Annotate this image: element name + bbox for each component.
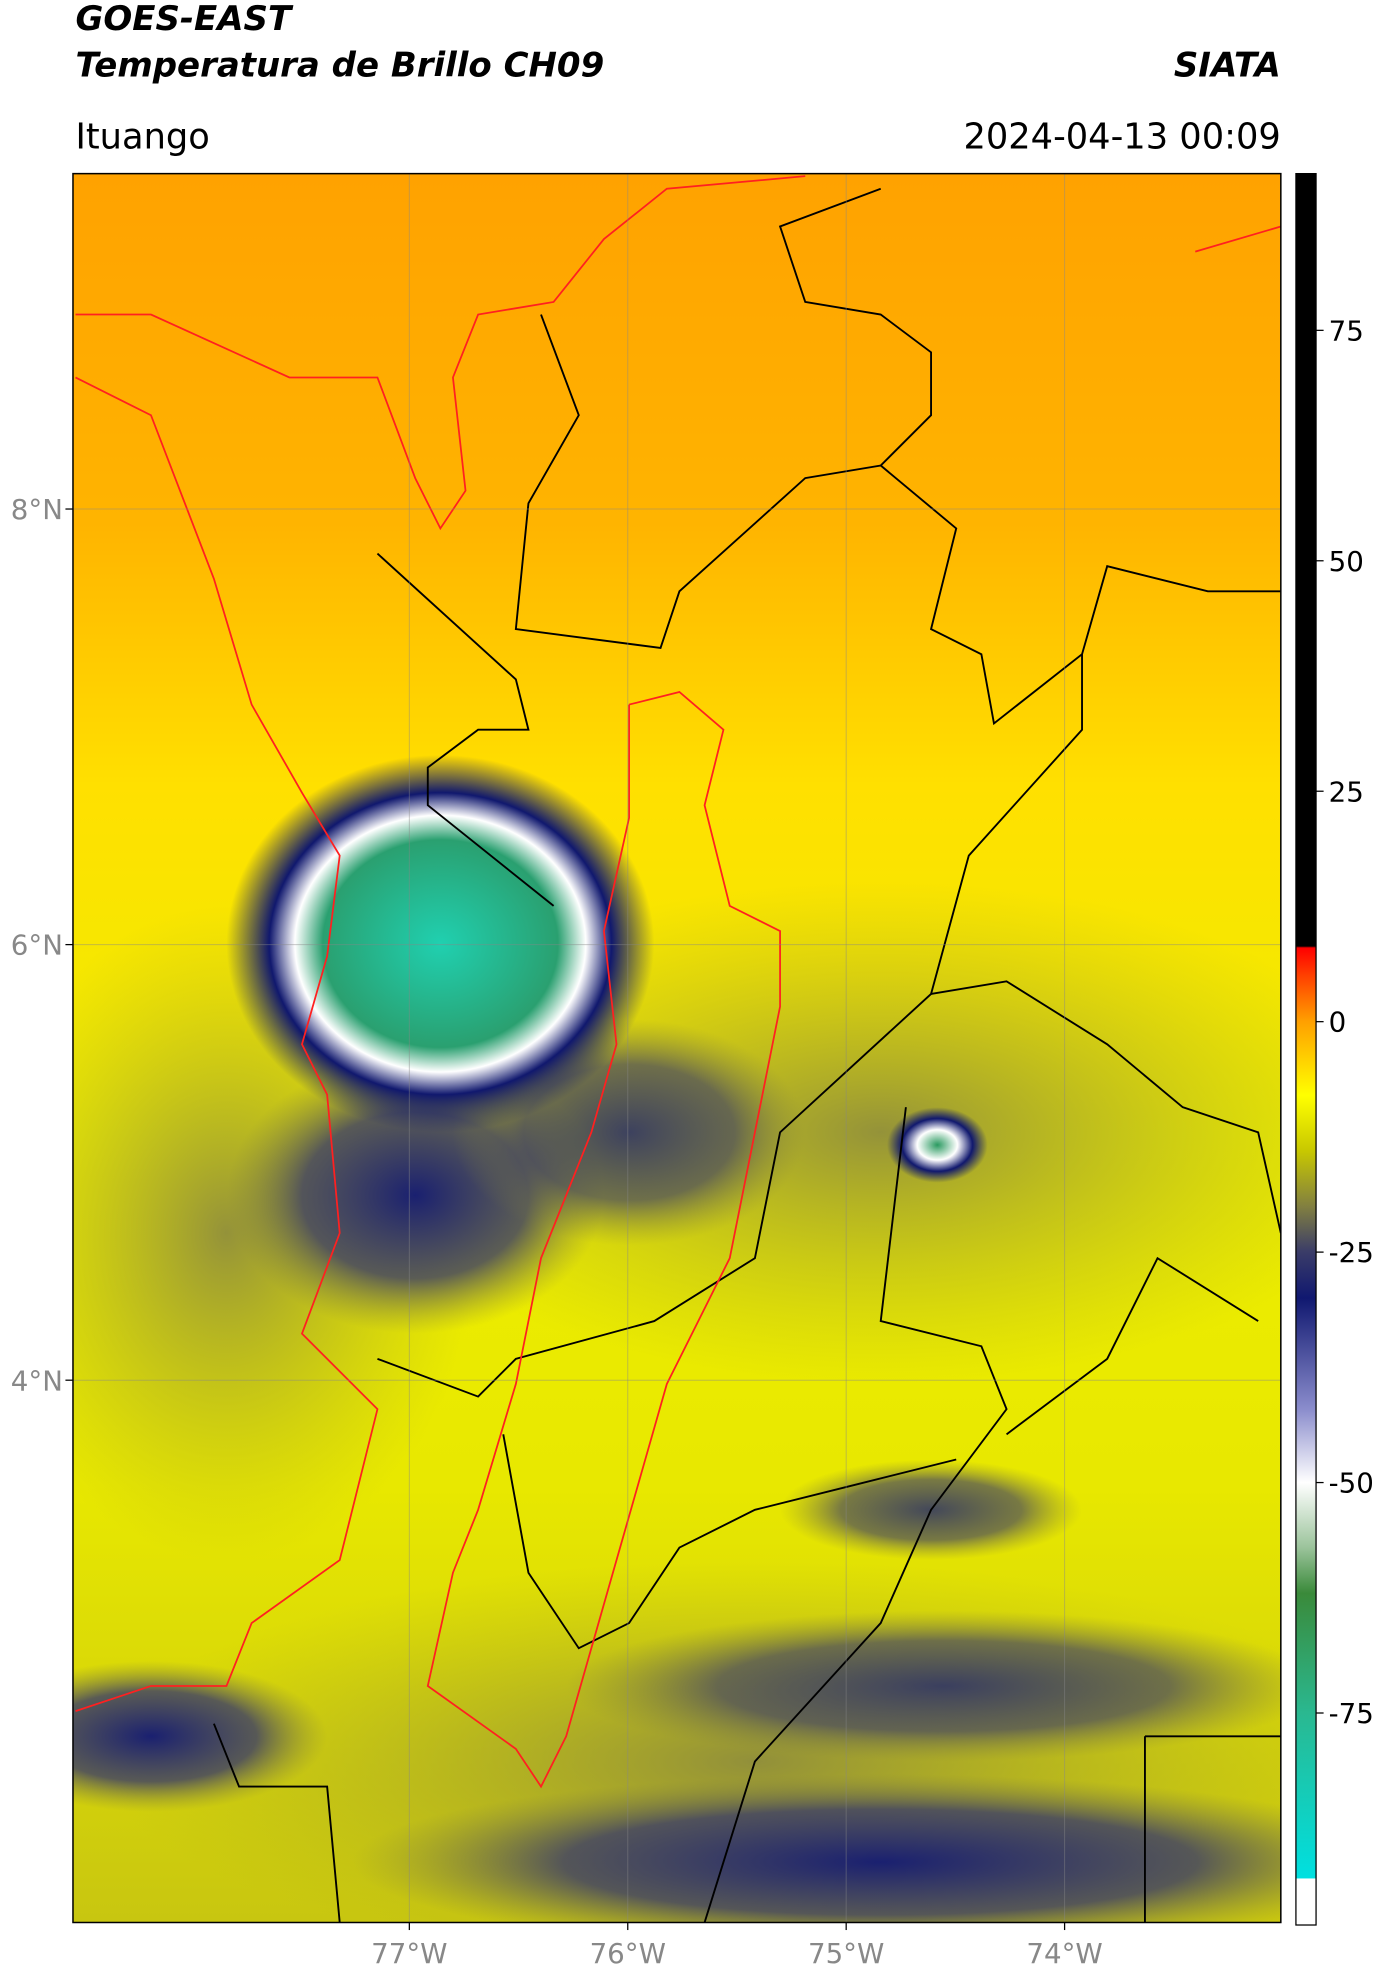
colorbar-tick-label: 50 — [1329, 545, 1364, 578]
colorbar-tick-label: -75 — [1329, 1697, 1374, 1730]
y-tick-label: 8°N — [11, 493, 63, 526]
colorbar-tick-label: 75 — [1329, 314, 1364, 347]
x-tick-label: 75°W — [808, 1937, 884, 1970]
map-frame — [72, 172, 1282, 1924]
graticule: 77°W 76°W 75°W 74°W 8°N 6°N 4°N — [11, 173, 1281, 1970]
colorbar: 75 50 25 0 -25 -50 -75 — [1295, 172, 1374, 1926]
y-tick-label: 4°N — [11, 1364, 63, 1397]
colorbar-tick-label: 0 — [1329, 1006, 1347, 1039]
colorbar-scale — [1295, 172, 1317, 1926]
x-tick-label: 76°W — [590, 1937, 666, 1970]
source: SIATA — [1174, 46, 1281, 86]
y-tick-label: 6°N — [11, 929, 63, 962]
title: GOES-EAST — [75, 0, 293, 39]
subtitle: Temperatura de Brillo CH09 — [75, 46, 604, 86]
colorbar-tick-label: -25 — [1329, 1236, 1374, 1269]
colorbar-tick-label: -50 — [1329, 1467, 1374, 1500]
x-tick-label: 74°W — [1026, 1937, 1102, 1970]
datetime: 2024-04-13 00:09 — [963, 116, 1280, 157]
satellite-image — [72, 173, 1281, 1923]
location: Ituango — [75, 116, 209, 157]
colorbar-tick-label: 25 — [1329, 775, 1364, 808]
x-tick-label: 77°W — [371, 1937, 447, 1970]
